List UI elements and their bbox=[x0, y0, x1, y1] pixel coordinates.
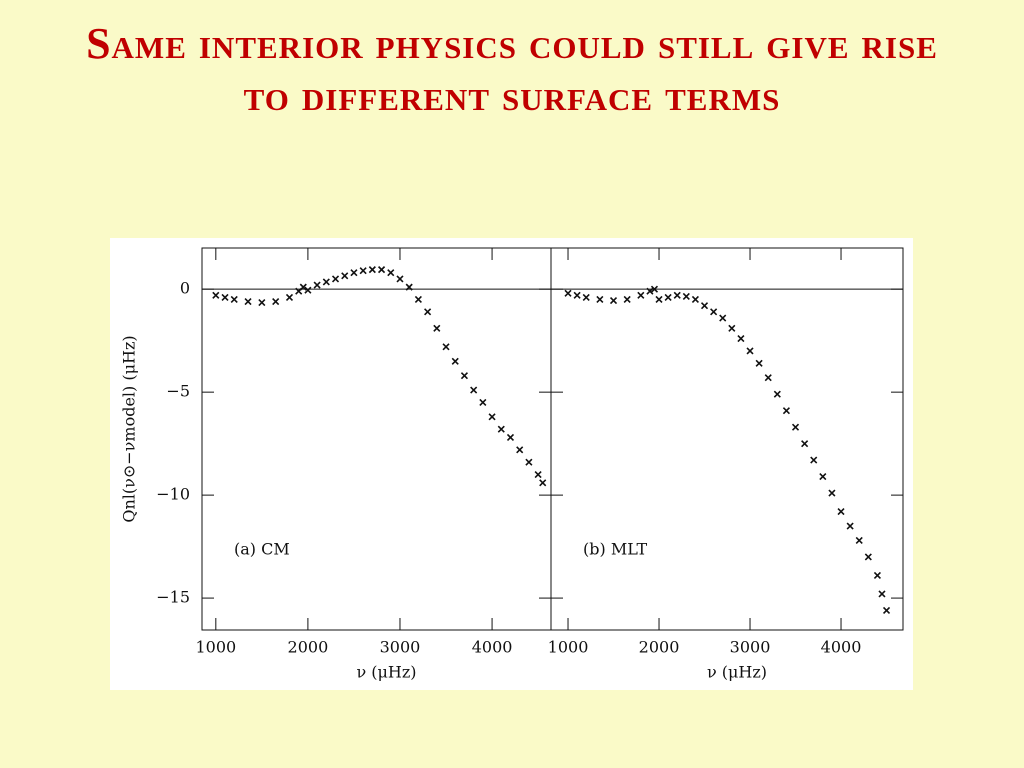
y-tick-label: −5 bbox=[166, 382, 190, 401]
data-point bbox=[573, 291, 581, 299]
data-point bbox=[299, 283, 307, 291]
y-tick-label: −15 bbox=[156, 588, 190, 607]
data-point bbox=[313, 281, 321, 289]
data-point bbox=[878, 590, 886, 598]
x-axis-label: ν (μHz) bbox=[707, 663, 767, 682]
data-point bbox=[791, 423, 800, 431]
data-point bbox=[596, 295, 604, 304]
data-point bbox=[650, 285, 659, 293]
data-point bbox=[322, 278, 330, 286]
data-point bbox=[414, 295, 422, 304]
data-point bbox=[637, 291, 645, 299]
x-tick-label: 4000 bbox=[821, 638, 862, 657]
data-point bbox=[424, 308, 432, 316]
data-point bbox=[451, 357, 459, 365]
data-point bbox=[846, 522, 854, 530]
data-point bbox=[873, 571, 881, 579]
chart-background bbox=[110, 238, 913, 690]
data-point bbox=[442, 343, 450, 351]
data-point bbox=[516, 446, 524, 454]
data-point bbox=[664, 293, 672, 301]
data-point bbox=[460, 372, 469, 380]
data-point bbox=[350, 269, 358, 277]
data-point bbox=[244, 297, 252, 306]
data-point bbox=[359, 267, 367, 275]
data-point bbox=[801, 440, 809, 448]
data-point bbox=[864, 553, 872, 561]
x-tick-label: 2000 bbox=[639, 638, 680, 657]
data-point bbox=[828, 489, 836, 497]
data-point bbox=[304, 286, 312, 294]
data-point bbox=[710, 308, 718, 316]
data-point bbox=[258, 299, 266, 307]
data-point bbox=[230, 295, 238, 304]
data-point bbox=[497, 425, 505, 433]
data-point bbox=[646, 287, 654, 295]
data-point bbox=[819, 473, 827, 481]
data-point bbox=[673, 291, 681, 299]
data-point bbox=[341, 272, 349, 280]
data-point bbox=[837, 508, 845, 516]
data-point bbox=[221, 293, 229, 301]
data-point bbox=[433, 324, 441, 332]
annotation: (a) CM bbox=[234, 540, 290, 559]
data-point bbox=[737, 335, 745, 343]
data-point bbox=[525, 458, 533, 466]
y-tick-label: 0 bbox=[180, 279, 190, 298]
data-point bbox=[782, 407, 790, 415]
data-point bbox=[623, 295, 631, 304]
data-point bbox=[882, 606, 891, 615]
data-point bbox=[212, 291, 220, 299]
data-point bbox=[331, 275, 340, 283]
x-tick-label: 1000 bbox=[195, 638, 236, 657]
data-point bbox=[488, 413, 496, 421]
data-point bbox=[539, 479, 547, 487]
annotation: (b) MLT bbox=[583, 540, 648, 559]
x-tick-label: 4000 bbox=[472, 638, 513, 657]
y-tick-label: −10 bbox=[156, 485, 190, 504]
data-point bbox=[655, 295, 663, 304]
data-point bbox=[582, 293, 590, 301]
data-point bbox=[855, 536, 863, 544]
data-point bbox=[609, 296, 618, 305]
data-point bbox=[682, 292, 690, 300]
data-point bbox=[755, 359, 763, 367]
data-point bbox=[272, 297, 280, 306]
data-point bbox=[534, 470, 542, 479]
data-point bbox=[728, 324, 736, 332]
data-point bbox=[764, 374, 772, 382]
x-tick-label: 2000 bbox=[288, 638, 329, 657]
data-point bbox=[700, 302, 709, 310]
data-point bbox=[773, 390, 781, 398]
data-point bbox=[387, 269, 395, 277]
plot-frame bbox=[550, 247, 904, 631]
data-point bbox=[377, 266, 386, 274]
x-tick-label: 3000 bbox=[380, 638, 421, 657]
data-point bbox=[746, 347, 754, 355]
data-point bbox=[368, 266, 376, 274]
data-point bbox=[396, 275, 404, 283]
data-point bbox=[479, 398, 487, 407]
data-point bbox=[470, 386, 478, 394]
data-point bbox=[810, 456, 818, 464]
x-axis-label: ν (μHz) bbox=[356, 663, 416, 682]
data-point bbox=[285, 293, 294, 301]
data-point bbox=[506, 433, 515, 442]
slide-title: Same interior physics could still give r… bbox=[86, 19, 938, 120]
data-point bbox=[564, 289, 572, 297]
y-axis-label: Qnl(ν⊙−νmodel) (μHz) bbox=[120, 335, 139, 522]
x-tick-label: 1000 bbox=[548, 638, 589, 657]
data-point bbox=[719, 314, 727, 322]
data-point bbox=[405, 283, 413, 291]
x-tick-label: 3000 bbox=[730, 638, 771, 657]
data-point bbox=[691, 295, 699, 304]
